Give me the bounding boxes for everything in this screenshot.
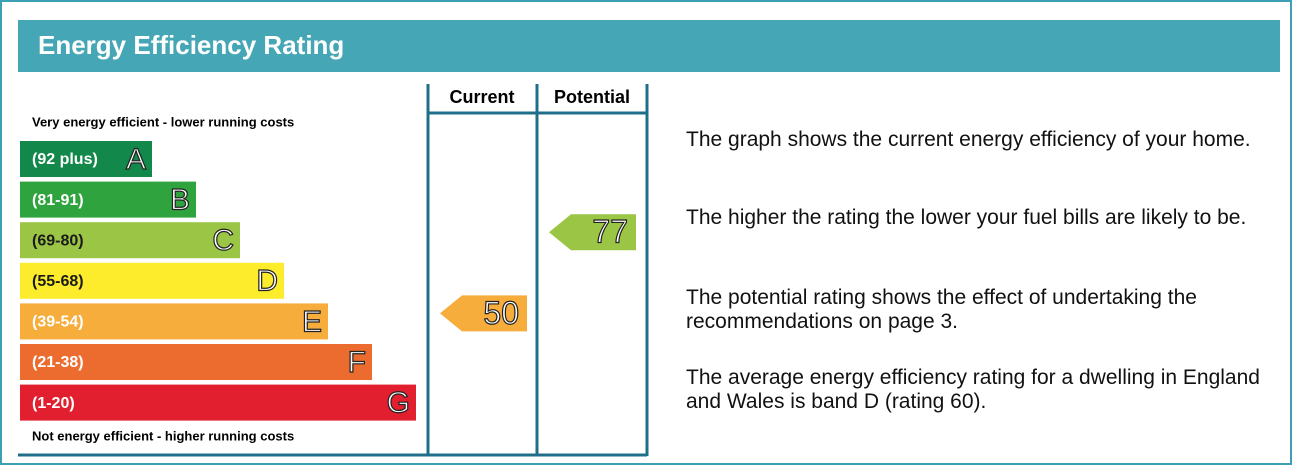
rating-value: 77: [592, 214, 628, 250]
top-label: Very energy efficient - lower running co…: [32, 114, 294, 129]
band-letter: B: [170, 184, 190, 217]
paragraph: The average energy efficiency rating for…: [686, 366, 1260, 413]
paragraph: The potential rating shows the effect of…: [686, 286, 1197, 333]
band-letter: E: [302, 305, 322, 338]
rating-arrow: [440, 295, 527, 332]
band: [20, 222, 240, 259]
band: [20, 303, 328, 340]
band-range: (21-38): [32, 354, 84, 371]
band-letter: A: [126, 143, 146, 176]
band-range: (69-80): [32, 232, 84, 249]
band: [20, 141, 152, 177]
band-range: (92 plus): [32, 151, 98, 168]
band-range: (81-91): [32, 192, 84, 209]
column-header: Potential: [554, 87, 630, 107]
rating-value: 50: [483, 295, 519, 331]
band: [20, 344, 372, 380]
bottom-label: Not energy efficient - higher running co…: [32, 428, 294, 443]
paragraph: The higher the rating the lower your fue…: [686, 206, 1247, 229]
band-letter: F: [348, 346, 366, 379]
rating-arrow: [549, 214, 636, 251]
header-bar: [18, 20, 1280, 72]
band: [20, 384, 416, 421]
band-range: (39-54): [32, 314, 84, 331]
band-letter: G: [387, 387, 410, 420]
band-range: (1-20): [32, 395, 75, 412]
band-range: (55-68): [32, 273, 84, 290]
band: [20, 262, 284, 299]
title: Energy Efficiency Rating: [38, 30, 344, 60]
column-header: Current: [449, 87, 514, 107]
band-letter: D: [256, 265, 278, 298]
paragraph: The graph shows the current energy effic…: [686, 128, 1251, 151]
band: [20, 181, 196, 218]
table-lines: [18, 84, 649, 457]
band-letter: C: [212, 224, 234, 257]
